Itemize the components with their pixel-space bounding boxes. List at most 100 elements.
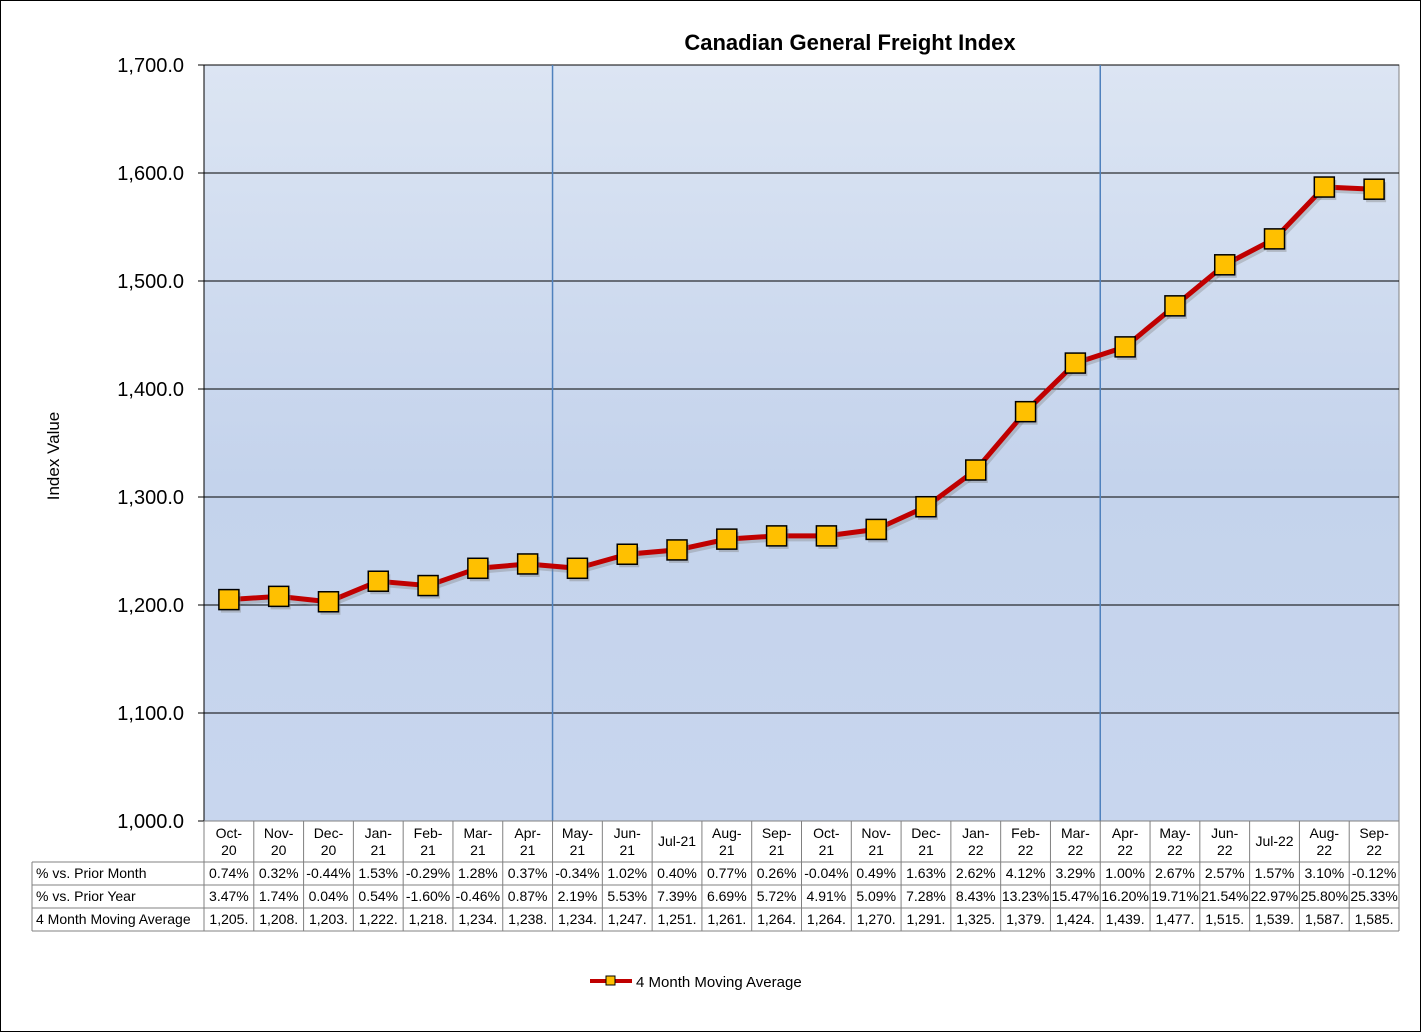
x-tick-label: Feb- [1011, 825, 1040, 841]
y-tick-label: 1,000.0 [117, 811, 184, 833]
x-tick-label: Jan- [962, 825, 990, 841]
data-point [815, 525, 838, 547]
chart-title: Canadian General Freight Index [684, 30, 1016, 55]
table-cell: 1.00% [1105, 865, 1145, 881]
y-tick-label: 1,300.0 [117, 487, 184, 509]
table-cell: 0.37% [508, 865, 548, 881]
x-tick-label: Apr- [1112, 825, 1139, 841]
x-tick-label: Feb- [414, 825, 443, 841]
table-cell: 1.63% [906, 865, 946, 881]
data-point [566, 557, 589, 580]
x-tick-label: Aug- [712, 825, 742, 841]
x-tick-label: May- [562, 825, 593, 841]
data-point [467, 557, 489, 580]
data-point [716, 528, 738, 550]
table-row-label: 4 Month Moving Average [36, 911, 191, 927]
table-cell: 3.10% [1304, 865, 1344, 881]
table-cell: 1,238. [508, 911, 547, 927]
table-cell: 8.43% [956, 888, 996, 904]
data-point [1114, 336, 1136, 358]
table-cell: 1,234. [458, 911, 497, 927]
x-tick-label: 21 [470, 842, 486, 858]
table-cell: 1,515. [1205, 911, 1244, 927]
data-table: Oct-20Nov-20Dec-20Jan-21Feb-21Mar-21Apr-… [31, 820, 1400, 932]
x-tick-label: 20 [271, 842, 287, 858]
table-cell: 1,379. [1006, 911, 1045, 927]
table-cell: 0.74% [209, 865, 249, 881]
table-cell: 1,424. [1056, 911, 1095, 927]
table-cell: 21.54% [1201, 888, 1248, 904]
data-point [1263, 228, 1286, 250]
data-point [1014, 400, 1037, 423]
table-cell: 1,587. [1305, 911, 1344, 927]
data-point [218, 588, 240, 611]
plot-background [203, 64, 1400, 822]
table-cell: 2.62% [956, 865, 996, 881]
table-row-label: % vs. Prior Year [36, 888, 136, 904]
table-cell: 3.29% [1056, 865, 1096, 881]
table-cell: 0.40% [657, 865, 697, 881]
y-axis-label: Index Value [44, 412, 63, 501]
data-point [965, 459, 987, 481]
table-cell: 3.47% [209, 888, 249, 904]
table-cell: 1,208. [259, 911, 298, 927]
x-tick-label: 21 [570, 842, 586, 858]
data-point [1064, 352, 1087, 374]
table-cell: 1,439. [1106, 911, 1145, 927]
x-tick-label: 21 [520, 842, 536, 858]
x-tick-label: Apr- [514, 825, 541, 841]
y-tick-label: 1,400.0 [117, 379, 184, 401]
data-point [267, 585, 290, 608]
legend: 4 Month Moving Average [590, 974, 802, 991]
table-cell: 0.04% [309, 888, 349, 904]
data-point [367, 570, 390, 592]
table-cell: -0.34% [555, 865, 599, 881]
table-cell: 1,264. [757, 911, 796, 927]
table-cell: 1,205. [209, 911, 248, 927]
data-point [765, 525, 788, 547]
x-tick-label: 21 [769, 842, 785, 858]
x-tick-label: 22 [1018, 842, 1034, 858]
table-cell: -0.12% [1352, 865, 1396, 881]
data-point [1313, 176, 1336, 198]
data-point [1164, 295, 1186, 317]
data-point [915, 495, 937, 518]
table-cell: 1,251. [658, 911, 697, 927]
x-tick-label: Sep- [762, 825, 792, 841]
table-cell: 22.97% [1251, 888, 1298, 904]
x-tick-label: 21 [868, 842, 884, 858]
y-tick-label: 1,500.0 [117, 271, 184, 293]
table-cell: -0.44% [306, 865, 350, 881]
table-cell: 1,270. [857, 911, 896, 927]
x-tick-label: 22 [1317, 842, 1333, 858]
x-tick-label: Oct- [216, 825, 243, 841]
table-cell: 0.87% [508, 888, 548, 904]
table-cell: 5.09% [856, 888, 896, 904]
x-tick-label: Jun- [1211, 825, 1239, 841]
x-tick-label: 22 [1217, 842, 1233, 858]
table-cell: 0.49% [856, 865, 896, 881]
x-tick-label: Jan- [365, 825, 393, 841]
table-cell: 1,325. [956, 911, 995, 927]
table-cell: 1,261. [707, 911, 746, 927]
x-tick-label: 21 [370, 842, 386, 858]
x-tick-label: Mar- [463, 825, 492, 841]
table-cell: 5.72% [757, 888, 797, 904]
table-cell: 1.74% [259, 888, 299, 904]
table-cell: 1,247. [608, 911, 647, 927]
x-tick-label: 22 [1117, 842, 1133, 858]
table-cell: 0.26% [757, 865, 797, 881]
data-point [1213, 254, 1236, 276]
data-point [865, 518, 887, 541]
table-cell: 0.77% [707, 865, 747, 881]
x-tick-label: 21 [619, 842, 635, 858]
table-cell: 1,203. [309, 911, 348, 927]
table-cell: 16.20% [1101, 888, 1148, 904]
table-cell: 1.53% [358, 865, 398, 881]
x-tick-label: Oct- [813, 825, 840, 841]
table-cell: 4.91% [807, 888, 847, 904]
data-point [1363, 178, 1385, 200]
x-tick-label: 21 [819, 842, 835, 858]
table-cell: -1.60% [406, 888, 450, 904]
